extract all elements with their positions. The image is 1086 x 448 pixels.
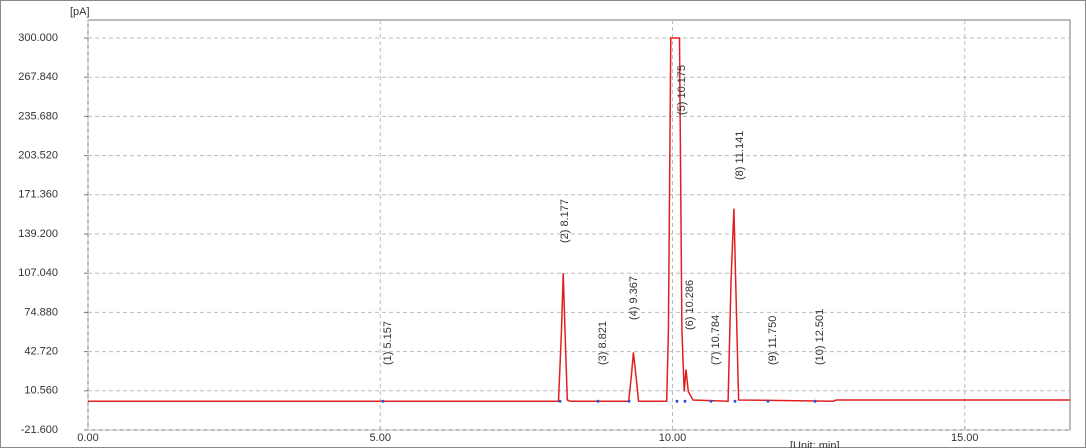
y-tick-label: 107.040 [18,267,58,279]
y-tick-label: 300.000 [18,32,58,44]
y-tick-label: 235.680 [18,110,58,122]
x-tick-label: 5.00 [370,432,391,444]
peak-label: (8) 11.141 [734,131,746,180]
peak-label: (3) 8.821 [597,321,609,365]
x-axis-label: [Unit: min] [790,440,840,448]
y-tick-label: 203.520 [18,150,58,162]
peak-label: (7) 10.784 [710,315,722,365]
y-tick-label: 139.200 [18,228,58,240]
y-tick-label: -21.600 [21,424,58,436]
y-tick-label: 10.560 [24,385,58,397]
peak-label: (1) 5.157 [382,321,394,365]
peak-marker [381,399,385,403]
peak-marker [596,399,600,403]
peak-label: (10) 12.501 [814,309,826,365]
peak-marker [709,399,713,403]
peak-marker [813,399,817,403]
y-tick-label: 74.880 [24,306,58,318]
y-tick-label: 267.840 [18,71,58,83]
y-tick-label: 42.720 [24,346,58,358]
peak-marker [766,399,770,403]
peak-label: (9) 11.750 [767,316,779,365]
trace [88,37,1070,402]
peak-label: (5) 10.175 [676,65,688,115]
peak-marker [558,399,562,403]
peak-marker [675,399,679,403]
peak-label: (6) 10.286 [684,280,696,330]
x-tick-label: 0.00 [77,432,98,444]
peak-label: (2) 8.177 [559,199,571,243]
peak-label: (4) 9.367 [628,276,640,320]
peak-marker [733,399,737,403]
x-tick-label: 15.00 [951,432,979,444]
x-tick-label: 10.00 [659,432,687,444]
peak-marker [627,399,631,403]
peak-marker [683,399,687,403]
y-axis-label: [pA] [70,6,90,18]
y-tick-label: 171.360 [18,189,58,201]
